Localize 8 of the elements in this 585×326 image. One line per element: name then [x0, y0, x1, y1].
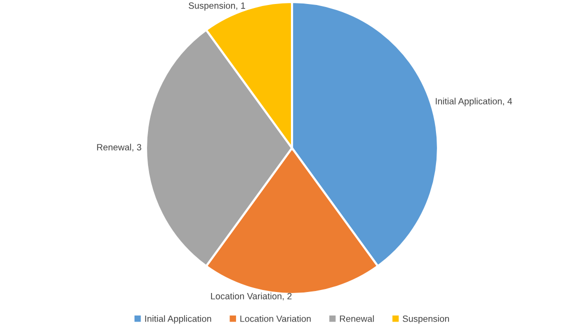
data-label: Initial Application, 4 — [436, 98, 512, 106]
data-label: Suspension, 1 — [188, 2, 246, 11]
legend-label: Renewal — [340, 315, 374, 322]
legend-label: Initial Application — [145, 315, 212, 324]
legend-label: Suspension — [402, 315, 449, 324]
data-label: Renewal, 3 — [97, 144, 142, 152]
legend-label: Location Variation — [240, 315, 311, 322]
data-label: Location Variation, 2 — [211, 292, 292, 300]
